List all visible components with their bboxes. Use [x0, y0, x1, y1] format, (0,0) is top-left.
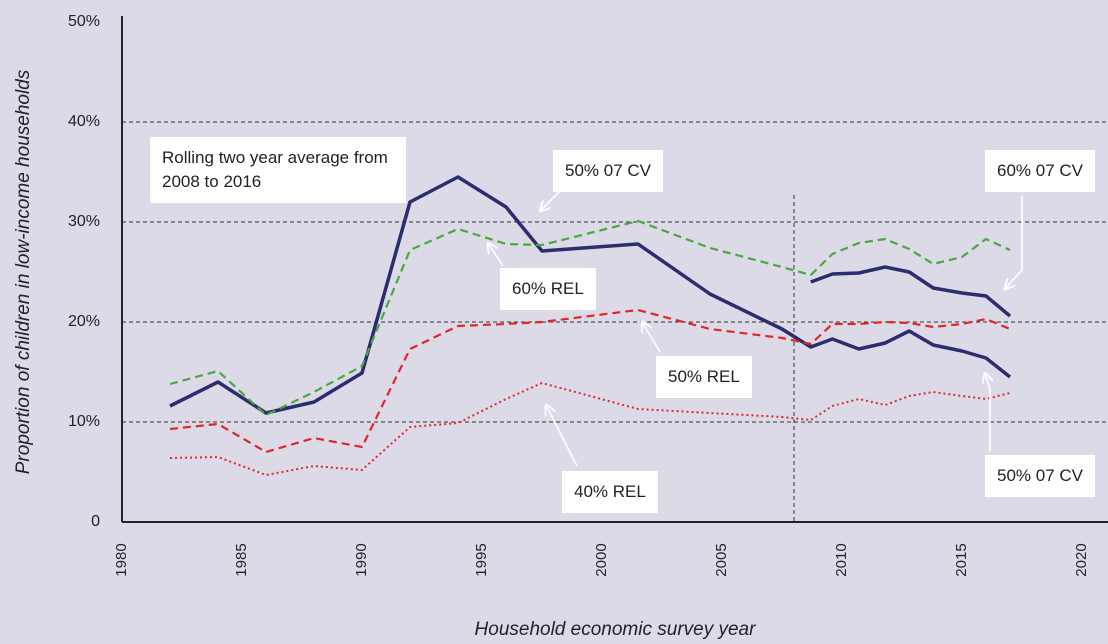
y-tick-label: 40%: [68, 113, 100, 130]
arrow: [642, 322, 661, 353]
series-line: [169, 219, 1011, 417]
x-tick-label: 1985: [233, 543, 250, 576]
series-line: [169, 175, 1012, 415]
y-tick-label: 20%: [68, 313, 100, 330]
x-axis-title: Household economic survey year: [475, 619, 757, 640]
arrow: [546, 405, 578, 467]
arrow: [985, 373, 990, 452]
x-tick-label: 2000: [593, 543, 610, 576]
annotation: Rolling two year average from 2008 to 20…: [150, 137, 406, 203]
arrow: [488, 243, 504, 267]
series-line: [169, 308, 1011, 454]
y-axis-title: Proportion of children in low-income hou…: [13, 69, 34, 474]
series-label: 50% REL: [656, 356, 752, 398]
x-tick-label: 2005: [713, 543, 730, 576]
series-line: [169, 382, 1011, 476]
series-label: 40% REL: [562, 471, 658, 513]
y-tick-label: 10%: [68, 413, 100, 430]
y-tick-label: 0: [91, 513, 100, 530]
x-tick-label: 2020: [1073, 543, 1090, 576]
y-tick-label: 30%: [68, 213, 100, 230]
series-line: [810, 265, 1012, 318]
y-tick-label: 50%: [68, 13, 100, 30]
arrow: [1005, 196, 1023, 289]
x-tick-label: 1995: [473, 543, 490, 576]
x-tick-label: 2015: [953, 543, 970, 576]
series-label: 50% 07 CV: [985, 455, 1095, 497]
series-label: 60% 07 CV: [985, 150, 1095, 192]
x-tick-label: 1980: [113, 543, 130, 576]
series-label: 50% 07 CV: [553, 150, 663, 192]
arrows: [488, 185, 1023, 467]
series-label: 60% REL: [500, 268, 596, 310]
x-tick-label: 2010: [833, 543, 850, 576]
x-tick-label: 1990: [353, 543, 370, 576]
